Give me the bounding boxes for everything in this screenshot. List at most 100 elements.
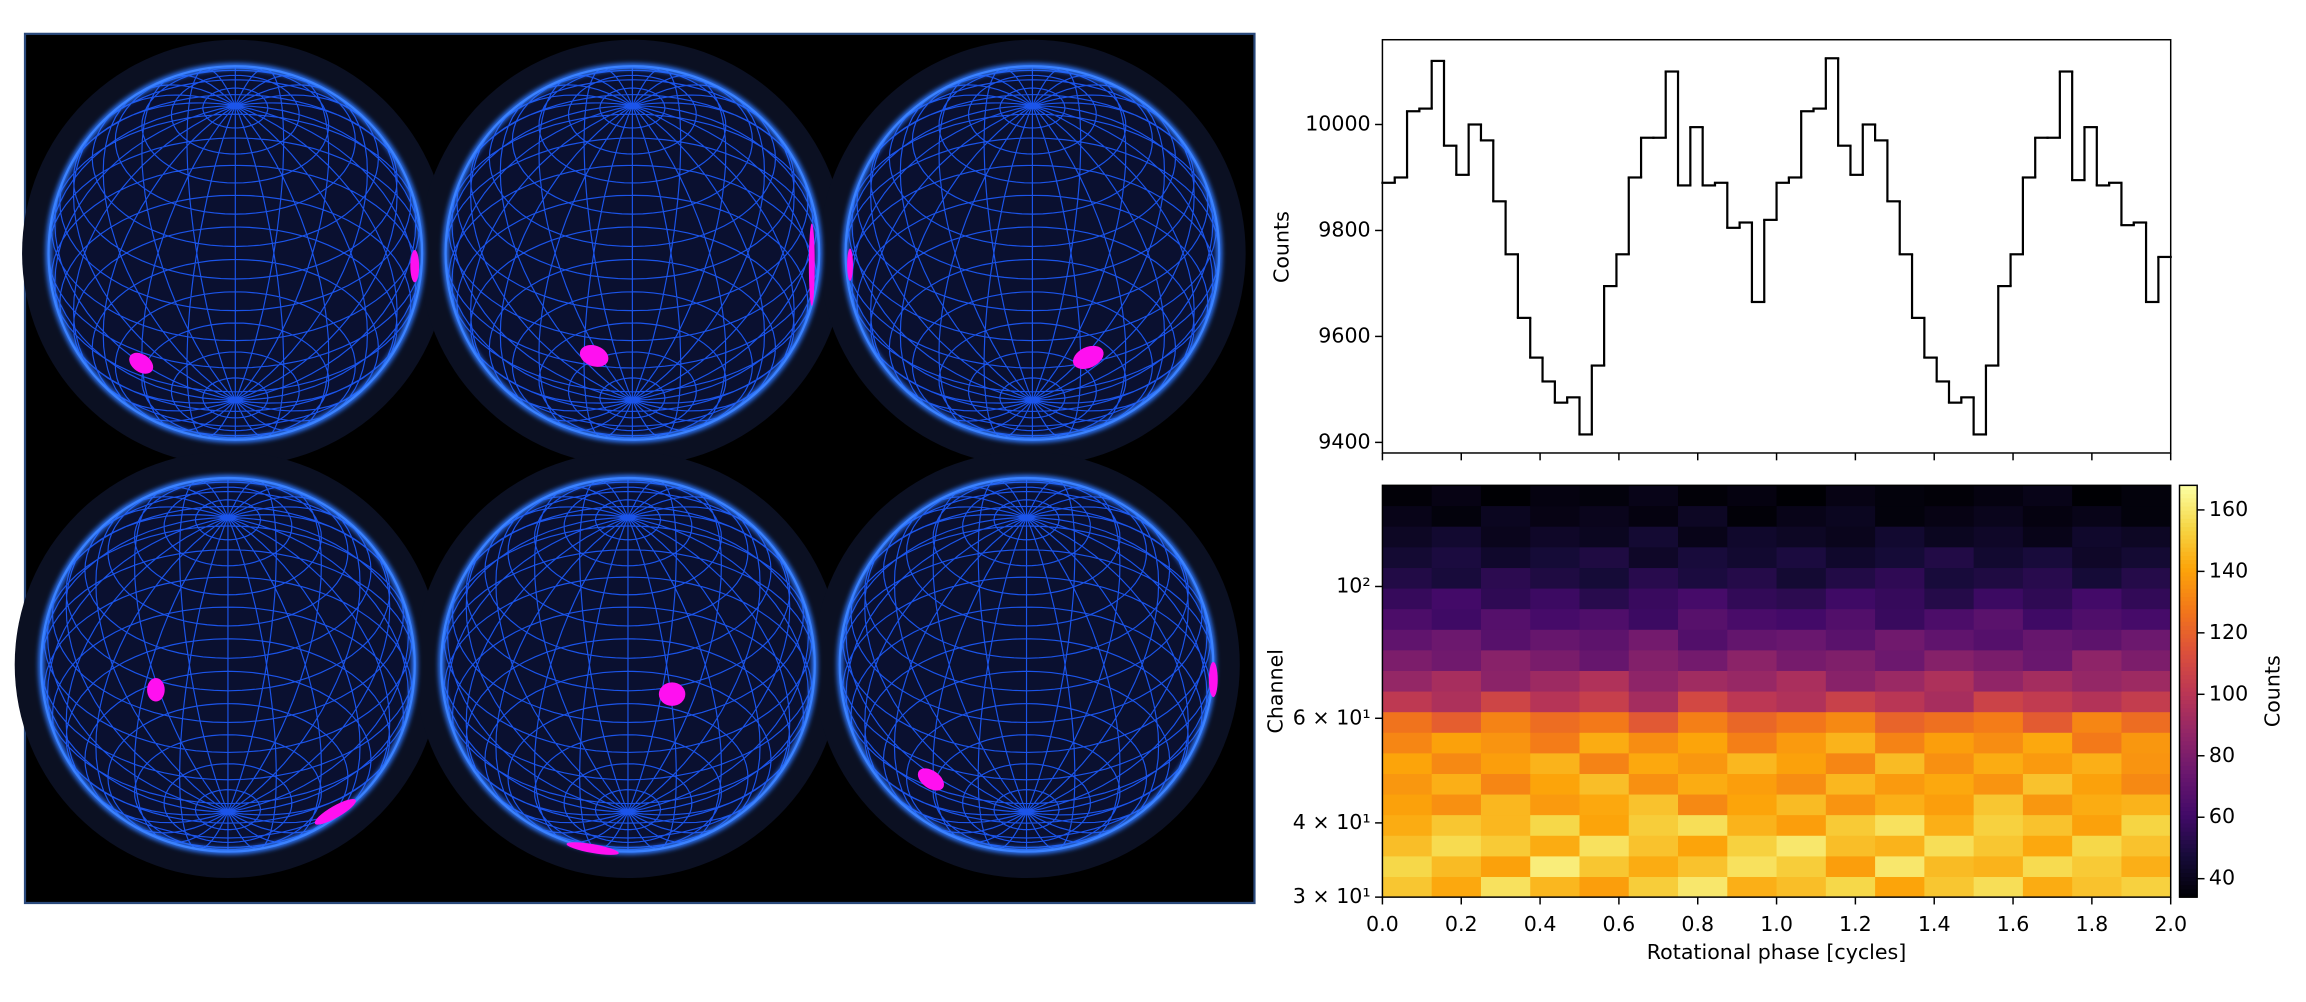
heatmap-cell [1431, 485, 1482, 507]
colorbar-swatch [2179, 798, 2198, 804]
heatmap-cell [1875, 567, 1925, 589]
y-tick-label: 9600 [1318, 323, 1370, 347]
heatmap-cell [1579, 588, 1630, 610]
heatmap-cell [2121, 773, 2172, 795]
heatmap-cell [1431, 691, 1482, 713]
heatmap-cell [1875, 814, 1925, 836]
axes-frame [1381, 38, 2172, 454]
heatmap-cell [1776, 485, 1827, 507]
colorbar-swatch [2179, 691, 2198, 696]
heatmap-cell [1727, 732, 1778, 754]
heatmap-cell [1530, 814, 1580, 836]
heatmap-cell [1825, 485, 1876, 507]
hot-spot [314, 799, 356, 825]
heatmap-cell [1973, 608, 2024, 630]
heatmap-cell [1579, 505, 1630, 527]
heatmap-cell [1382, 588, 1433, 610]
heatmap-cell [1875, 876, 1925, 898]
heatmap-cell [1431, 629, 1482, 651]
heatmap-cell [1530, 608, 1580, 630]
heatmap-cell [1678, 546, 1728, 569]
heatmap-cell [1727, 588, 1778, 610]
hot-spot [847, 248, 853, 281]
heatmap-cell [1678, 588, 1728, 610]
colorbar-swatch [2179, 563, 2198, 569]
heatmap-cell [1628, 526, 1679, 548]
colorbar-swatch [2179, 551, 2198, 556]
colorbar-swatch [2179, 658, 2198, 663]
heatmap-cell [1727, 567, 1778, 589]
heatmap-cell [2022, 526, 2073, 548]
colorbar-swatch [2179, 510, 2198, 515]
heatmap-cell [1727, 691, 1778, 713]
colorbar-swatch [2179, 831, 2198, 836]
heatmap-cell [1628, 670, 1679, 692]
heatmap-cell [1875, 608, 1925, 630]
colorbar-swatch [2179, 724, 2198, 729]
heatmap-cell [1382, 752, 1433, 774]
hot-spot [410, 250, 420, 283]
heatmap-cell [2022, 485, 2073, 507]
heatmap-cell [1628, 732, 1679, 754]
heatmap-cell [2022, 567, 2073, 589]
heatmap-cell [2022, 752, 2073, 774]
heatmap-cell [1628, 794, 1679, 816]
heatmap-cell [1431, 773, 1482, 795]
y-axis-label: Channel [1264, 649, 1288, 733]
heatmap-cell [1579, 711, 1630, 733]
colorbar-tick-label: 40 [2209, 866, 2235, 890]
x-tick-label: 0.6 [1603, 912, 1636, 936]
heatmap-cell [2121, 711, 2172, 733]
colorbar-swatch [2179, 678, 2198, 684]
heatmap-cell [1530, 794, 1580, 816]
heatmap-cell [1480, 794, 1531, 816]
heatmap-cell [1825, 526, 1876, 548]
heatmap-cell [1382, 526, 1433, 548]
colorbar-swatch [2179, 732, 2198, 738]
heatmap-cell [1825, 876, 1876, 898]
colorbar-swatch [2179, 864, 2198, 869]
colorbar-swatch [2179, 781, 2198, 787]
colorbar-swatch [2179, 600, 2198, 606]
colorbar-tick-label: 60 [2209, 804, 2235, 828]
heatmap-cell [1382, 711, 1433, 733]
heatmap-cell [2121, 794, 2172, 816]
heatmap-cell [1776, 649, 1827, 671]
heatmap-cell [1382, 670, 1433, 692]
heatmap-cell [2072, 794, 2122, 816]
colorbar-swatch [2179, 748, 2198, 754]
heatmap-cell [1530, 732, 1580, 754]
heatmap-cell [1431, 608, 1482, 630]
colorbar-swatch [2179, 575, 2198, 581]
colorbar-swatch [2179, 703, 2198, 709]
y-axis-label: Counts [1269, 211, 1293, 283]
colorbar-swatch [2179, 650, 2198, 655]
heatmap-cell [1727, 546, 1778, 569]
colorbar-swatch [2179, 794, 2198, 799]
heatmap-cell [2072, 588, 2122, 610]
heatmap-cell [1924, 670, 1975, 692]
heatmap-cell [1579, 773, 1630, 795]
heatmap-cell [1530, 629, 1580, 651]
heatmap-cell [1825, 773, 1876, 795]
heatmap-cell [1727, 876, 1778, 898]
heatmap-cell [1776, 794, 1827, 816]
heatmap-cell [1431, 567, 1482, 589]
heatmap-cell [1973, 588, 2024, 610]
colorbar-swatch [2179, 596, 2198, 602]
heatmap-cell [1776, 608, 1827, 630]
heatmap-cell [2022, 814, 2073, 836]
heatmap-cell [1776, 526, 1827, 548]
heatmap-cell [1875, 588, 1925, 610]
colorbar-swatch [2179, 559, 2198, 565]
colorbar-swatch [2179, 707, 2198, 713]
heatmap-cell [1924, 711, 1975, 733]
heatmap-cell [1431, 835, 1482, 857]
heatmap-cell [1579, 814, 1630, 836]
heatmap-cell [1480, 732, 1531, 754]
heatmap-cell [1628, 567, 1679, 589]
heatmap-cell [1875, 629, 1925, 651]
sphere-grid [14, 39, 1246, 879]
heatmap-cell [1875, 526, 1925, 548]
